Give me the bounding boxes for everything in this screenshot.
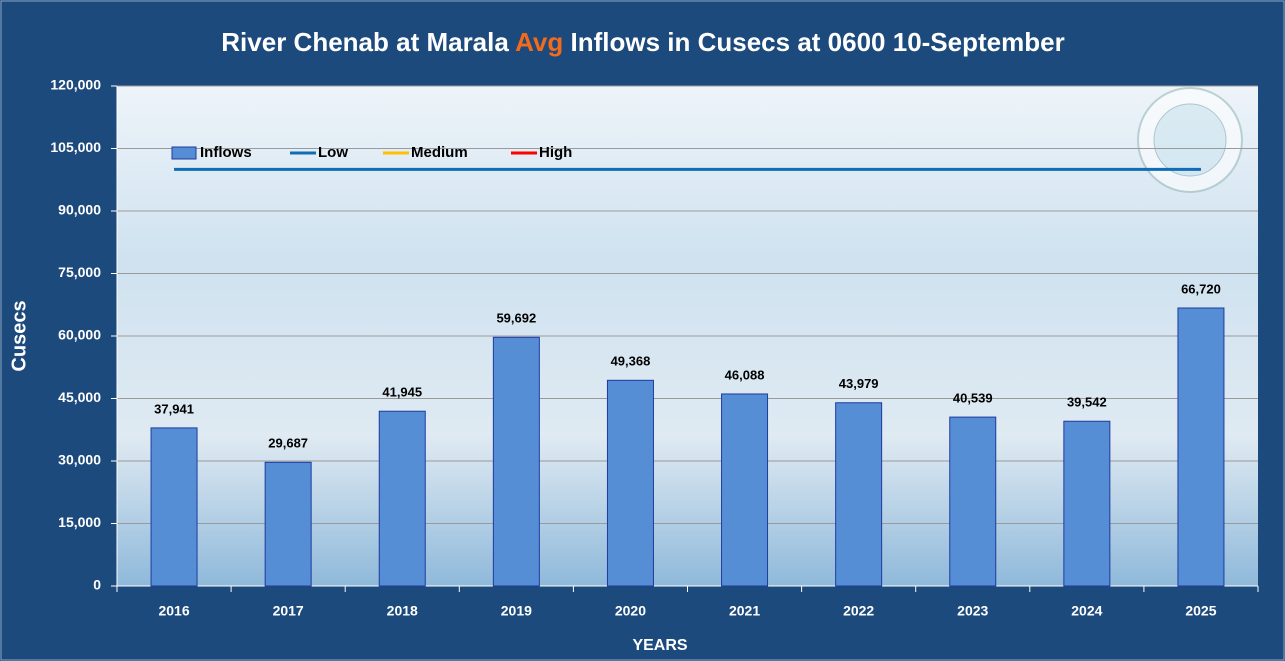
x-tick-label: 2023 [957,603,988,619]
x-tick-label: 2022 [843,603,874,619]
data-label: 41,945 [382,385,422,400]
data-label: 29,687 [268,436,308,451]
legend-label: Inflows [200,144,252,161]
y-tick-label: 30,000 [58,452,101,468]
data-label: 66,720 [1181,281,1221,296]
data-label: 43,979 [839,376,879,391]
bar [1063,420,1111,587]
y-tick-label: 0 [93,577,101,593]
x-tick-label: 2018 [387,603,418,619]
legend-swatch [171,146,197,160]
x-tick-label: 2024 [1071,603,1102,619]
legend-label: Medium [411,144,468,161]
y-tick-label: 60,000 [58,327,101,343]
bar [835,402,883,587]
bar [264,461,312,587]
data-label: 39,542 [1067,395,1107,410]
data-label: 46,088 [725,367,765,382]
data-label: 37,941 [154,401,194,416]
legend-label: High [539,144,572,161]
x-tick-label: 2016 [158,603,189,619]
bar [606,379,654,587]
y-tick-label: 15,000 [58,514,101,530]
bar [949,416,997,587]
y-tick-label: 45,000 [58,389,101,405]
x-axis-label: YEARS [632,637,687,654]
y-tick-label: 75,000 [58,264,101,280]
bar [492,336,540,587]
y-axis-label: Cusecs [8,300,30,371]
title-highlight: Avg [515,27,563,57]
y-tick-label: 105,000 [50,139,101,155]
emblem [1137,87,1243,193]
x-tick-label: 2019 [501,603,532,619]
bar [721,393,769,587]
data-label: 59,692 [496,311,536,326]
data-label: 49,368 [611,354,651,369]
y-tick-label: 120,000 [50,77,101,93]
title-part: Inflows in Cusecs at 0600 10-September [571,27,1065,57]
bar [150,427,198,587]
data-label: 40,539 [953,391,993,406]
x-tick-label: 2020 [615,603,646,619]
x-tick-label: 2021 [729,603,760,619]
bar [378,410,426,587]
title-part: River Chenab at Marala [221,27,509,57]
y-tick-label: 90,000 [58,202,101,218]
x-tick-label: 2025 [1185,603,1216,619]
bar [1177,307,1225,587]
x-tick-label: 2017 [273,603,304,619]
chart-title: River Chenab at Marala Avg Inflows in Cu… [221,27,1064,57]
legend-label: Low [318,144,348,161]
